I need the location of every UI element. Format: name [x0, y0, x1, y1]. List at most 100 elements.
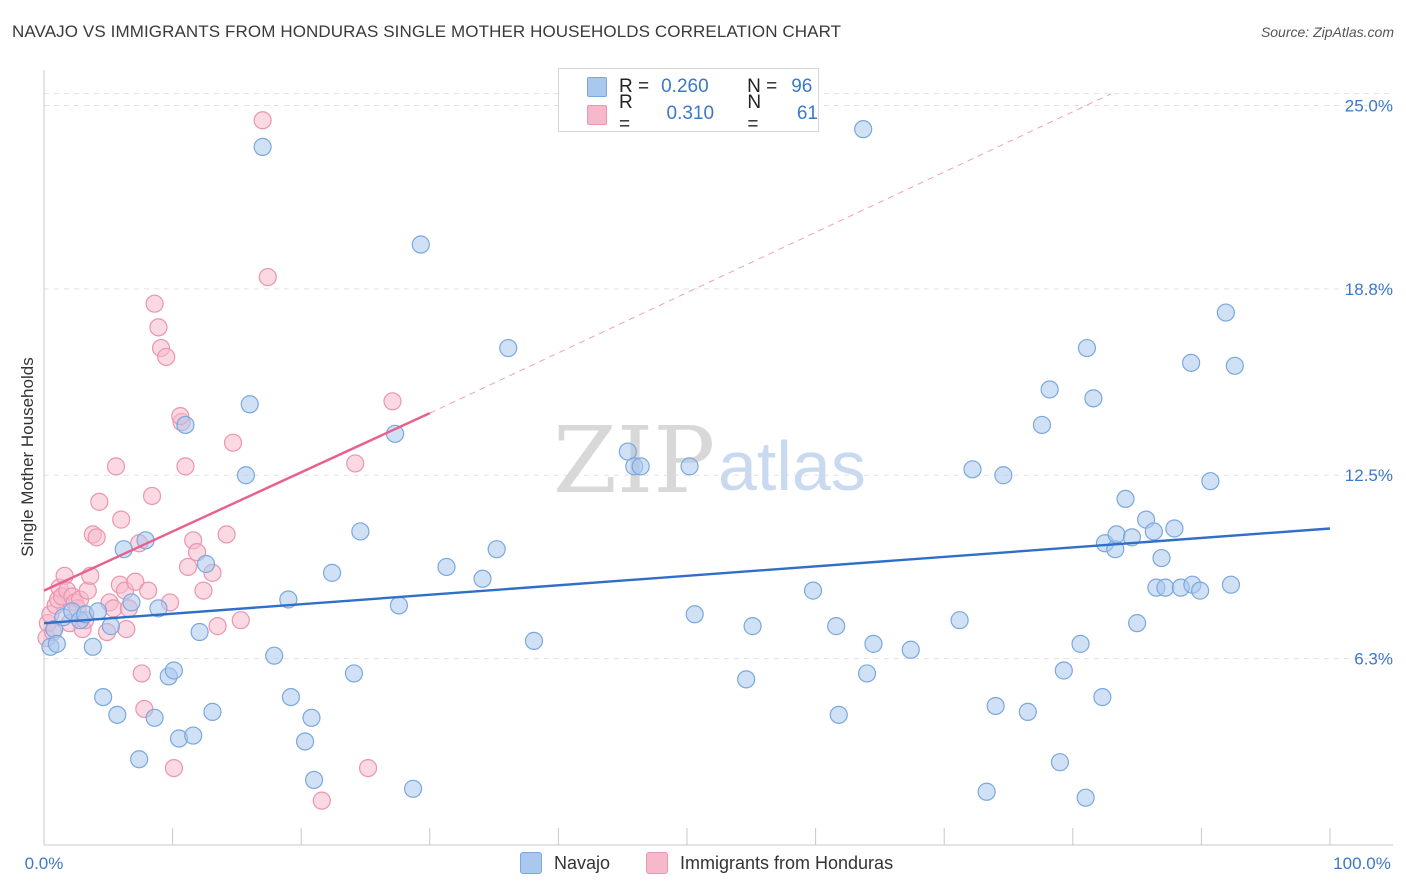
watermark: ZIP atlas [553, 407, 866, 514]
navajo-point [403, 779, 423, 798]
navajo-trend-line [43, 527, 1331, 625]
navajo-point [499, 338, 518, 358]
honduras-point [176, 457, 195, 476]
navajo-point [88, 602, 108, 621]
honduras-point [139, 581, 158, 600]
navajo-point [236, 466, 256, 485]
honduras-point [106, 457, 126, 476]
navajo-point [857, 664, 877, 683]
navajo-point [437, 557, 456, 577]
navajo-point [295, 732, 315, 751]
axes [43, 70, 1393, 846]
navajo-point [1032, 415, 1052, 435]
navajo-point [253, 137, 272, 157]
navajo-point [1116, 489, 1135, 509]
navajo-point [994, 466, 1013, 485]
navajo-point [986, 696, 1005, 716]
honduras-point [126, 572, 145, 591]
honduras-swatch [646, 852, 668, 874]
legend-item-navajo[interactable]: Navajo [520, 852, 610, 874]
legend-r-label: R = [619, 76, 650, 97]
honduras-points [37, 111, 402, 810]
navajo-point [1216, 303, 1235, 322]
navajo-point [1077, 338, 1097, 358]
legend-n-label: N = [747, 76, 778, 97]
x-tick-label-min: 0.0% [25, 854, 64, 873]
navajo-point [864, 634, 883, 653]
y-tick-label: 6.3% [1354, 650, 1393, 669]
navajo-point [1018, 702, 1037, 721]
legend-r-label: R = [619, 92, 633, 135]
x-axis-ticks [172, 828, 1331, 845]
correlation-legend: R = 0.260 N = 96 R = 0.310 N = 61 [558, 68, 819, 135]
navajo-point [1127, 614, 1147, 633]
y-axis-label: Single Mother Households [18, 357, 37, 556]
y-tick-labels: 6.3% 12.5% 18.8% 25.0% [1345, 96, 1393, 668]
honduras-point [104, 599, 123, 618]
navajo-point [901, 640, 920, 659]
legend-row-navajo: R = 0.260 N = 96 [619, 75, 812, 99]
legend-label-navajo: Navajo [554, 852, 611, 873]
navajo-point [1152, 548, 1171, 568]
navajo-point [1054, 661, 1073, 680]
navajo-point [680, 457, 699, 476]
legend-r-value: 0.260 [661, 76, 709, 97]
navajo-point [631, 457, 650, 476]
navajo-point [351, 522, 370, 541]
chart-title: NAVAJO VS IMMIGRANTS FROM HONDURAS SINGL… [12, 22, 842, 41]
navajo-point [1191, 581, 1210, 600]
navajo-point [108, 705, 127, 724]
legend-r-value: 0.310 [666, 103, 715, 124]
source-credit: Source: ZipAtlas.com [1260, 24, 1394, 40]
honduras-point [112, 510, 131, 529]
legend-item-honduras[interactable]: Immigrants from Honduras [646, 852, 893, 874]
honduras-point [132, 664, 151, 683]
legend-row-honduras: R = 0.310 N = 61 [619, 92, 818, 135]
navajo-point [487, 540, 506, 559]
navajo-point [203, 702, 222, 721]
watermark-atlas: atlas [718, 427, 866, 505]
navajo-point [1221, 575, 1241, 594]
navajo-point [94, 687, 113, 707]
honduras-point [117, 619, 136, 639]
honduras-point [145, 294, 164, 313]
navajo-point [302, 708, 321, 727]
navajo-points [41, 120, 1244, 807]
navajo-point [101, 617, 120, 636]
navajo-point [389, 596, 409, 615]
honduras-trend-line [43, 412, 431, 592]
navajo-point [737, 670, 756, 689]
honduras-point [312, 791, 331, 810]
honduras-point [194, 581, 213, 600]
navajo-point [196, 554, 216, 574]
navajo-point [149, 599, 168, 618]
navajo-point [854, 120, 873, 139]
navajo-point [1107, 525, 1126, 544]
honduras-point [383, 392, 402, 411]
honduras-point [157, 347, 176, 367]
legend-n-value: 61 [796, 103, 818, 124]
navajo-swatch [520, 852, 542, 874]
honduras-point [217, 525, 236, 544]
navajo-point [1076, 788, 1095, 807]
navajo-point [344, 664, 364, 683]
y-tick-label: 25.0% [1345, 96, 1393, 115]
trend-lines [43, 93, 1331, 625]
honduras-point [87, 528, 106, 547]
navajo-point [1040, 380, 1059, 399]
honduras-point [90, 492, 109, 511]
navajo-point [265, 646, 284, 665]
legend-n-label: N = [747, 92, 762, 135]
navajo-point [184, 726, 203, 745]
honduras-point [208, 617, 227, 636]
honduras-point [223, 433, 243, 452]
honduras-point [231, 611, 250, 630]
navajo-point [977, 782, 996, 801]
navajo-point [47, 634, 66, 653]
navajo-point [685, 605, 704, 624]
navajo-point [1182, 353, 1201, 372]
honduras-point [178, 557, 198, 577]
navajo-point [281, 687, 301, 707]
navajo-point [190, 622, 209, 642]
